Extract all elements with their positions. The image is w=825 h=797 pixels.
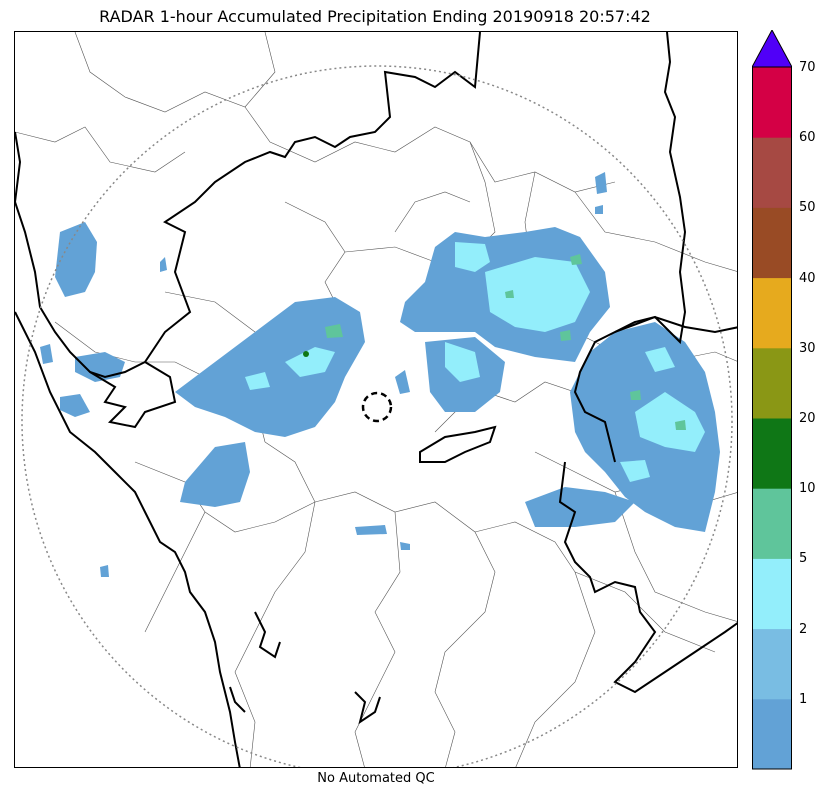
colorbar-tick-label: 10 bbox=[799, 481, 816, 497]
colorbar-tick-label: 1 bbox=[799, 691, 808, 707]
range-ring bbox=[21, 65, 733, 767]
colorbar-segment bbox=[752, 698, 792, 770]
colorbar-segment bbox=[752, 207, 792, 279]
map-title: RADAR 1-hour Accumulated Precipitation E… bbox=[99, 7, 651, 26]
colorbar-tick-label: 20 bbox=[799, 411, 816, 426]
colorbar-tick-label: 2 bbox=[799, 621, 808, 637]
map-panel[interactable] bbox=[14, 31, 738, 768]
colorbar-tick-label: 50 bbox=[799, 200, 816, 216]
colorbar-segment bbox=[752, 418, 792, 489]
colorbar-segment bbox=[752, 137, 792, 208]
colorbar bbox=[752, 30, 792, 770]
precip-very-heavy bbox=[303, 351, 309, 357]
colorbar-segment bbox=[752, 347, 792, 419]
colorbar-segment bbox=[752, 628, 792, 700]
precip-heavy bbox=[325, 254, 686, 430]
colorbar-segment bbox=[752, 277, 792, 349]
colorbar-tick-label: 60 bbox=[799, 130, 816, 146]
radar-site-marker bbox=[361, 391, 393, 423]
colorbar-tick-label: 30 bbox=[799, 340, 816, 356]
colorbar-segment bbox=[752, 558, 792, 630]
colorbar-segment bbox=[752, 67, 792, 138]
precip-light bbox=[40, 172, 720, 577]
precip-moderate bbox=[245, 242, 705, 482]
colorbar-tick-label: 40 bbox=[799, 270, 816, 286]
radar-map bbox=[15, 32, 737, 767]
colorbar-extend-arrow bbox=[752, 30, 792, 68]
qc-status-label: No Automated QC bbox=[317, 771, 435, 786]
colorbar-tick-label: 5 bbox=[799, 551, 808, 567]
colorbar-tick-label: 70 bbox=[799, 60, 816, 75]
colorbar-segment bbox=[752, 488, 792, 559]
colorbar-frame bbox=[752, 66, 792, 770]
state-boundaries bbox=[15, 32, 737, 767]
